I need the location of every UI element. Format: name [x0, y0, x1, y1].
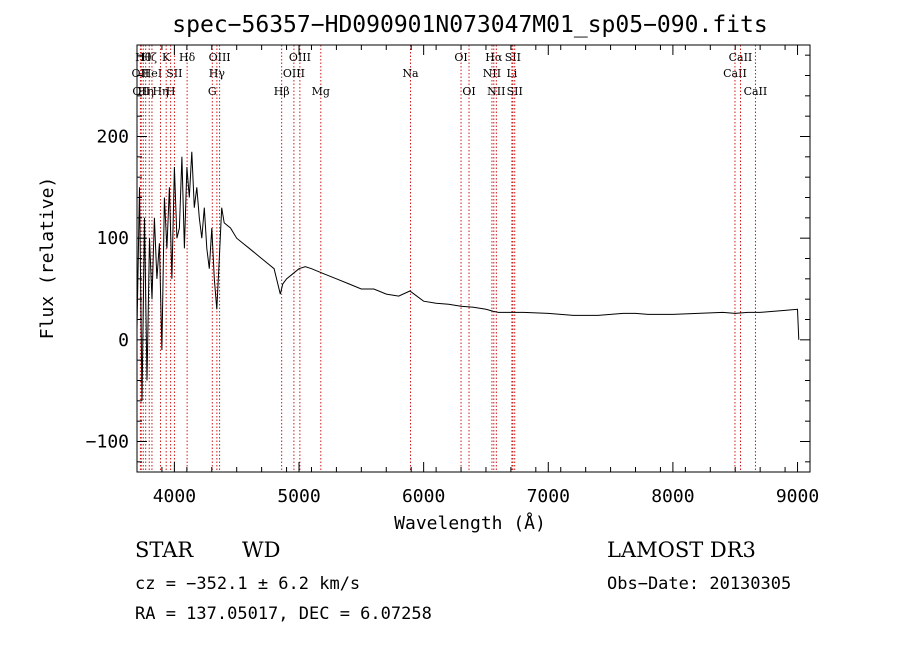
marker-label: G	[208, 85, 217, 98]
marker-label: SII	[505, 51, 521, 64]
marker-label: CaII	[729, 51, 753, 64]
object-subclass: WD	[242, 538, 281, 562]
marker-label: OIII	[289, 51, 311, 64]
marker-label: OI	[462, 85, 475, 98]
x-tick-label: 8000	[651, 486, 694, 507]
plot-frame	[136, 44, 811, 473]
redshift-line: cz = −352.1 ± 6.2 km/s	[135, 574, 361, 594]
marker-label: Hα	[485, 51, 503, 64]
marker-label: OII	[132, 67, 150, 80]
marker-label: NII	[487, 85, 505, 98]
marker-label: H	[166, 85, 176, 98]
obs-date: Obs−Date: 20130305	[607, 574, 792, 594]
marker-label: Na	[402, 67, 419, 80]
survey-name: LAMOST DR3	[607, 538, 756, 562]
x-tick-label: 9000	[776, 486, 819, 507]
axes: 4000 5000 6000 7000 8000 9000 −100 0 100 200	[86, 45, 819, 507]
flux-series	[136, 151, 800, 401]
marker-label: OIII	[283, 67, 305, 80]
marker-label: Mg	[312, 85, 330, 98]
marker-label: OIII	[209, 51, 231, 64]
y-tick-label: −100	[86, 432, 129, 453]
marker-label: Hη	[138, 85, 154, 98]
marker-label: Hβ	[274, 85, 290, 98]
flux-line	[136, 151, 800, 401]
radec-line: RA = 137.05017, DEC = 6.07258	[135, 604, 432, 624]
spectrum-chart: spec−56357−HD090901N073047M01_sp05−090.f…	[37, 12, 819, 534]
object-class: STAR	[135, 538, 194, 562]
x-tick-label: 4000	[153, 486, 196, 507]
x-tick-label: 5000	[277, 486, 320, 507]
marker-label: Hδ	[179, 51, 196, 64]
y-axis-label: Flux (relative)	[37, 177, 58, 340]
marker-label: OI	[454, 51, 467, 64]
marker-label: SII	[507, 85, 523, 98]
marker-label: Hη	[152, 85, 168, 98]
spectral-line-markers: OIIOIIHθHηHζHeIHηKHSIIHδGHγOIIIHβOIIIOII…	[132, 45, 768, 472]
marker-label: K	[162, 51, 171, 64]
x-tick-label: 6000	[402, 486, 445, 507]
marker-label: Hγ	[209, 67, 226, 80]
marker-label: Hθ	[135, 51, 152, 64]
marker-label: Hζ	[141, 51, 157, 64]
y-tick-label: 200	[96, 127, 129, 148]
y-tick-label: 100	[96, 228, 129, 249]
marker-label: NII	[483, 67, 501, 80]
marker-label: HeI	[142, 67, 162, 80]
marker-label: CaII	[744, 85, 768, 98]
chart-title: spec−56357−HD090901N073047M01_sp05−090.f…	[172, 12, 767, 38]
x-tick-label: 7000	[527, 486, 570, 507]
x-axis-label: Wavelength (Å)	[394, 512, 546, 534]
y-tick-label: 0	[118, 330, 129, 351]
marker-label: Li	[506, 67, 517, 80]
marker-label: CaII	[723, 67, 747, 80]
marker-label: SII	[166, 67, 182, 80]
